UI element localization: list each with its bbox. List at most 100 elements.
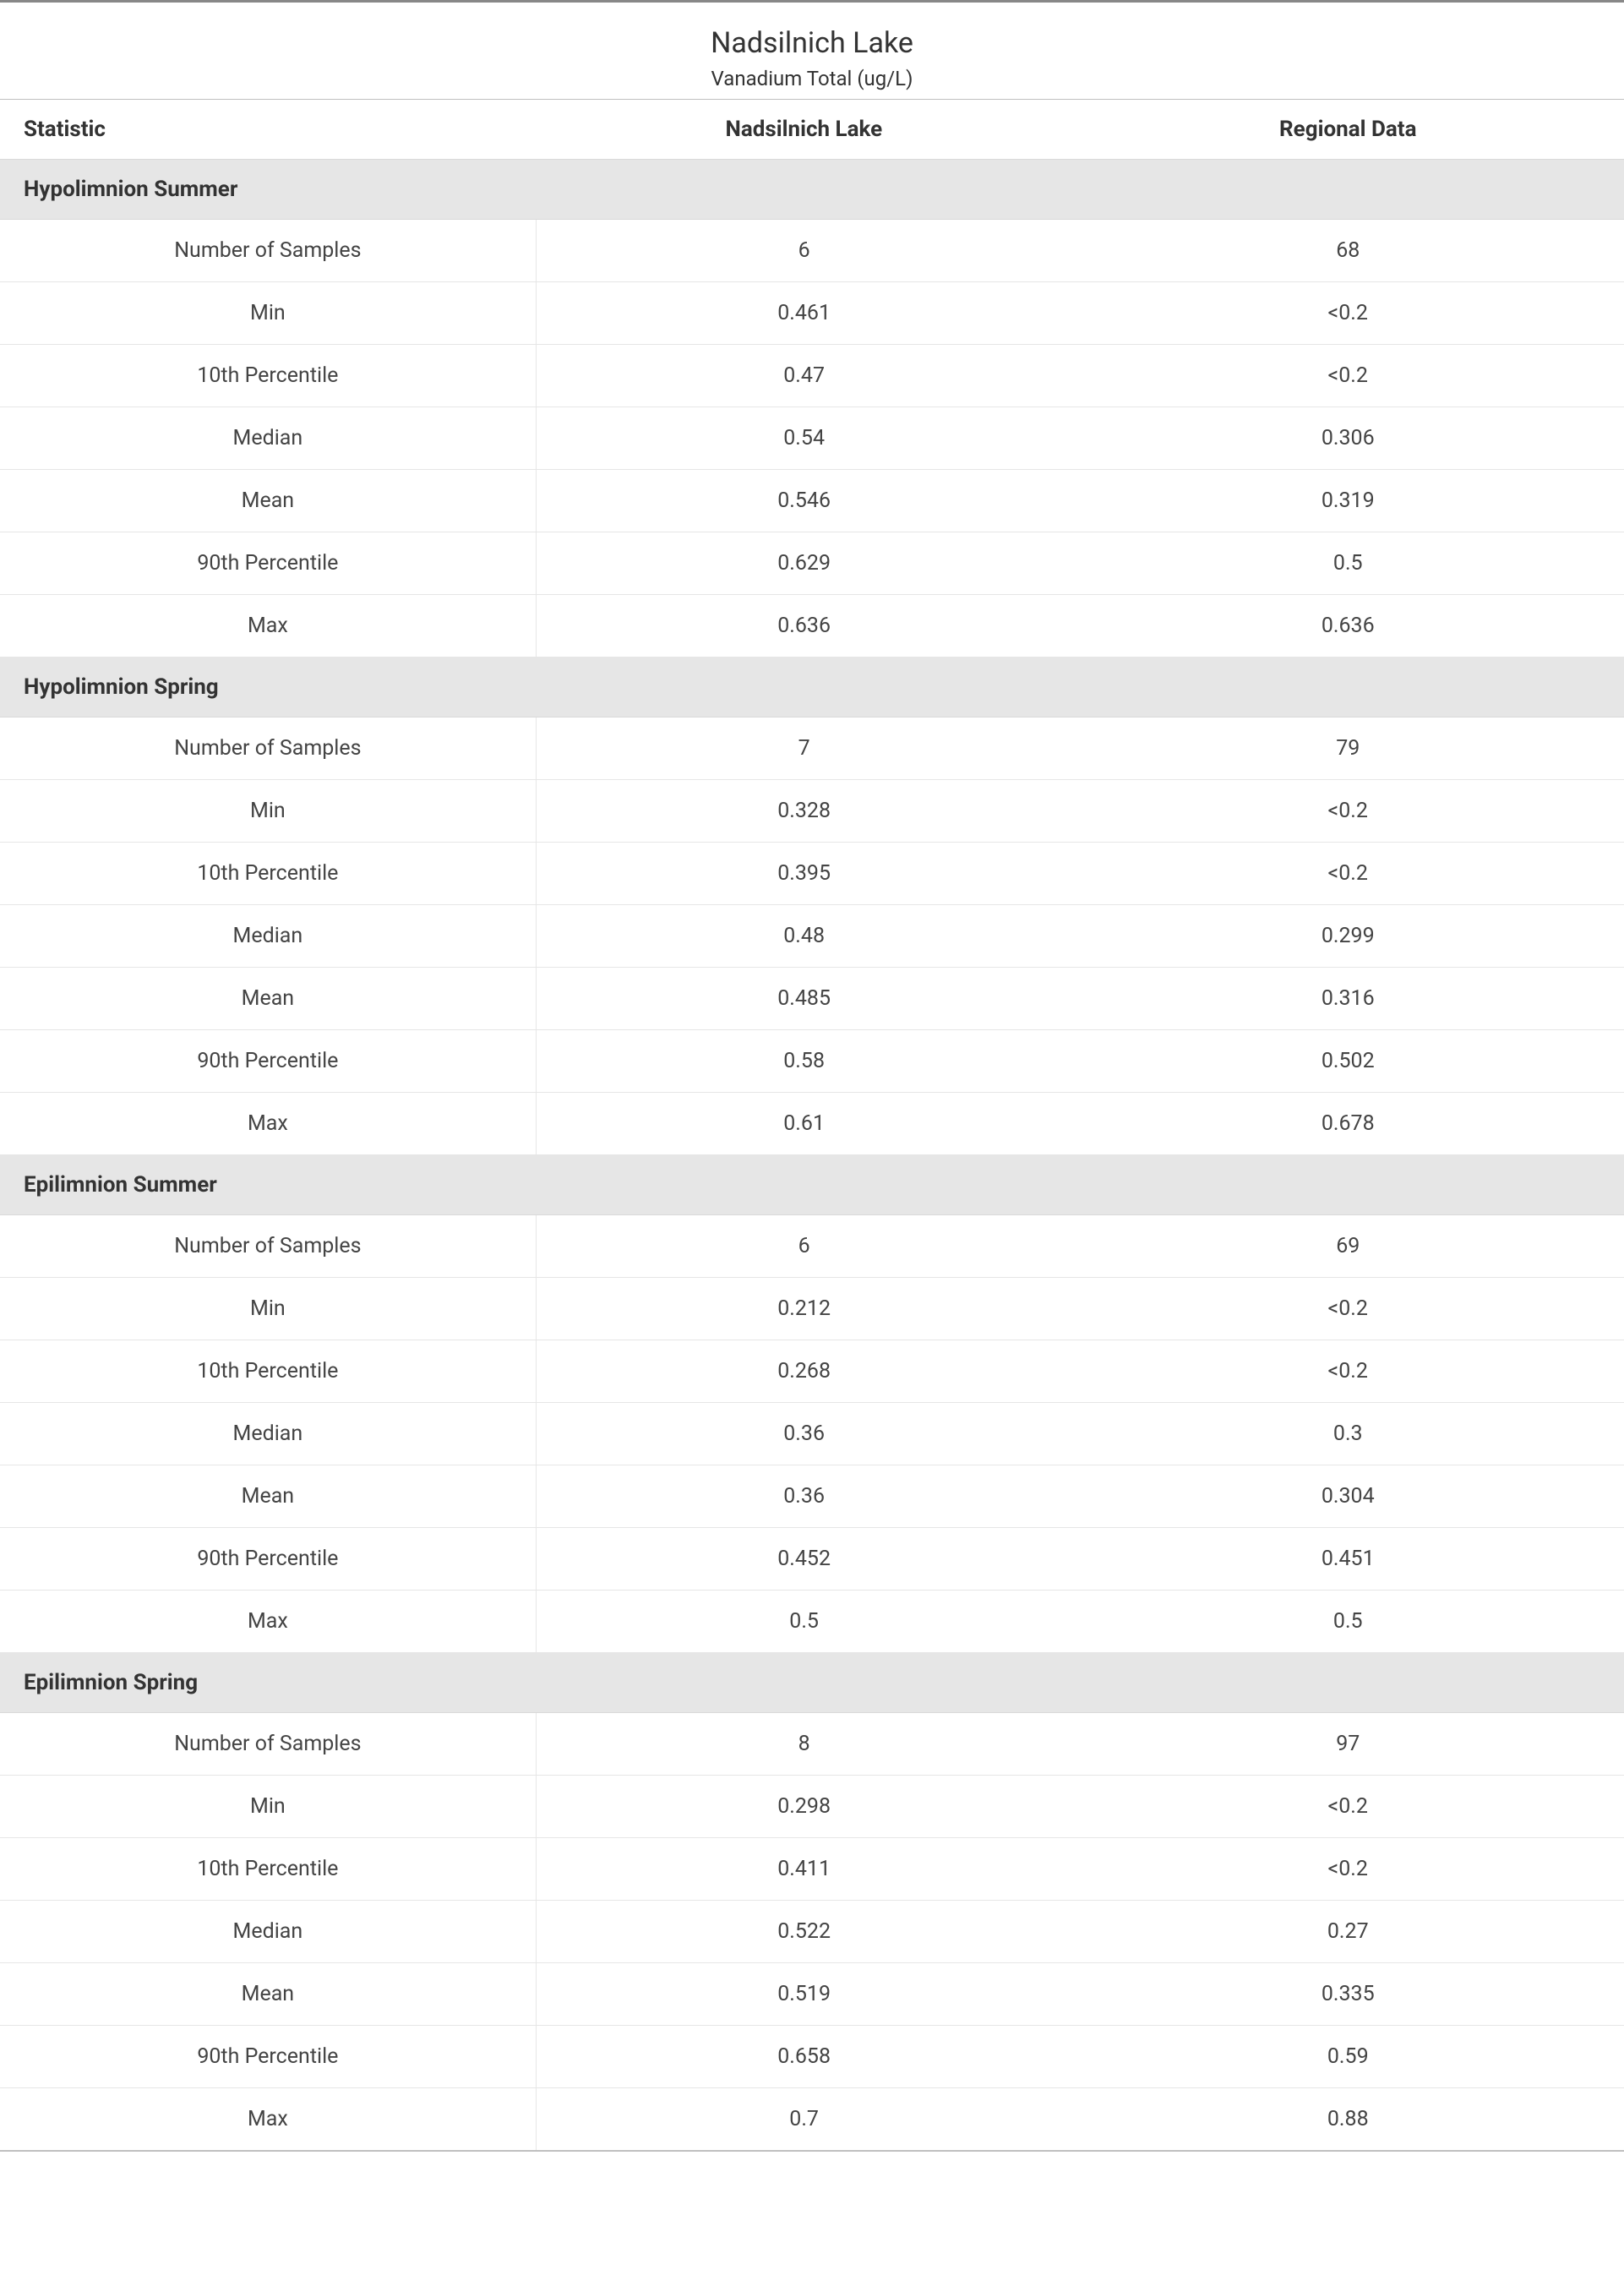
stat-name-cell: Mean <box>0 968 536 1030</box>
table-row: 10th Percentile0.268<0.2 <box>0 1340 1624 1403</box>
section-label: Hypolimnion Spring <box>0 658 1624 718</box>
table-row: Number of Samples779 <box>0 718 1624 780</box>
stat-name-cell: 90th Percentile <box>0 2026 536 2088</box>
col-header-region: Regional Data <box>1072 100 1624 160</box>
table-row: 90th Percentile0.4520.451 <box>0 1528 1624 1591</box>
table-row: 10th Percentile0.395<0.2 <box>0 843 1624 905</box>
stat-name-cell: Mean <box>0 1465 536 1528</box>
title-block: Nadsilnich Lake Vanadium Total (ug/L) <box>0 3 1624 99</box>
stat-name-cell: 10th Percentile <box>0 1340 536 1403</box>
lake-value-cell: 8 <box>536 1713 1071 1776</box>
stat-name-cell: 10th Percentile <box>0 345 536 407</box>
stat-name-cell: 10th Percentile <box>0 1838 536 1901</box>
region-value-cell: <0.2 <box>1072 1278 1624 1340</box>
table-row: Mean0.4850.316 <box>0 968 1624 1030</box>
header-row: Statistic Nadsilnich Lake Regional Data <box>0 100 1624 160</box>
table-row: Median0.360.3 <box>0 1403 1624 1465</box>
stat-name-cell: Min <box>0 1776 536 1838</box>
region-value-cell: <0.2 <box>1072 282 1624 345</box>
lake-value-cell: 0.546 <box>536 470 1071 532</box>
table-row: Max0.6360.636 <box>0 595 1624 658</box>
lake-value-cell: 0.5 <box>536 1591 1071 1653</box>
lake-value-cell: 0.268 <box>536 1340 1071 1403</box>
table-row: Mean0.5190.335 <box>0 1963 1624 2026</box>
lake-value-cell: 0.61 <box>536 1093 1071 1155</box>
stat-name-cell: Min <box>0 282 536 345</box>
section-label: Epilimnion Summer <box>0 1155 1624 1215</box>
region-value-cell: 0.636 <box>1072 595 1624 658</box>
stat-name-cell: Max <box>0 1093 536 1155</box>
region-value-cell: 0.88 <box>1072 2088 1624 2152</box>
region-value-cell: <0.2 <box>1072 345 1624 407</box>
col-header-lake: Nadsilnich Lake <box>536 100 1071 160</box>
lake-value-cell: 0.461 <box>536 282 1071 345</box>
data-table: Statistic Nadsilnich Lake Regional Data … <box>0 99 1624 2152</box>
stat-name-cell: Number of Samples <box>0 718 536 780</box>
region-value-cell: <0.2 <box>1072 1838 1624 1901</box>
table-row: Median0.480.299 <box>0 905 1624 968</box>
region-value-cell: 0.451 <box>1072 1528 1624 1591</box>
lake-value-cell: 0.636 <box>536 595 1071 658</box>
table-row: Min0.328<0.2 <box>0 780 1624 843</box>
lake-value-cell: 0.54 <box>536 407 1071 470</box>
table-row: Min0.212<0.2 <box>0 1278 1624 1340</box>
region-value-cell: <0.2 <box>1072 1340 1624 1403</box>
table-row: Number of Samples897 <box>0 1713 1624 1776</box>
stat-name-cell: Mean <box>0 470 536 532</box>
region-value-cell: 0.335 <box>1072 1963 1624 2026</box>
table-row: Min0.461<0.2 <box>0 282 1624 345</box>
lake-value-cell: 0.519 <box>536 1963 1071 2026</box>
table-row: Min0.298<0.2 <box>0 1776 1624 1838</box>
lake-value-cell: 0.298 <box>536 1776 1071 1838</box>
stat-name-cell: Median <box>0 407 536 470</box>
region-value-cell: <0.2 <box>1072 1776 1624 1838</box>
lake-value-cell: 0.58 <box>536 1030 1071 1093</box>
table-row: 10th Percentile0.47<0.2 <box>0 345 1624 407</box>
lake-value-cell: 0.411 <box>536 1838 1071 1901</box>
lake-value-cell: 0.522 <box>536 1901 1071 1963</box>
lake-value-cell: 6 <box>536 1215 1071 1278</box>
stat-name-cell: 90th Percentile <box>0 1528 536 1591</box>
stat-name-cell: Median <box>0 1901 536 1963</box>
table-row: Median0.540.306 <box>0 407 1624 470</box>
stat-name-cell: Mean <box>0 1963 536 2026</box>
table-row: 90th Percentile0.6580.59 <box>0 2026 1624 2088</box>
stat-name-cell: Min <box>0 1278 536 1340</box>
section-header: Epilimnion Summer <box>0 1155 1624 1215</box>
stat-name-cell: Max <box>0 1591 536 1653</box>
stat-name-cell: Number of Samples <box>0 220 536 282</box>
stat-name-cell: Number of Samples <box>0 1215 536 1278</box>
section-label: Hypolimnion Summer <box>0 160 1624 220</box>
region-value-cell: <0.2 <box>1072 780 1624 843</box>
region-value-cell: 0.27 <box>1072 1901 1624 1963</box>
table-row: Median0.5220.27 <box>0 1901 1624 1963</box>
region-value-cell: 0.304 <box>1072 1465 1624 1528</box>
report-container: Nadsilnich Lake Vanadium Total (ug/L) St… <box>0 0 1624 2152</box>
lake-value-cell: 6 <box>536 220 1071 282</box>
region-value-cell: 0.316 <box>1072 968 1624 1030</box>
lake-value-cell: 0.212 <box>536 1278 1071 1340</box>
table-body: Hypolimnion SummerNumber of Samples668Mi… <box>0 160 1624 2152</box>
lake-value-cell: 0.452 <box>536 1528 1071 1591</box>
lake-value-cell: 0.36 <box>536 1403 1071 1465</box>
region-value-cell: 0.59 <box>1072 2026 1624 2088</box>
lake-value-cell: 0.328 <box>536 780 1071 843</box>
lake-value-cell: 0.36 <box>536 1465 1071 1528</box>
stat-name-cell: Min <box>0 780 536 843</box>
lake-value-cell: 0.395 <box>536 843 1071 905</box>
region-value-cell: 0.306 <box>1072 407 1624 470</box>
lake-value-cell: 0.658 <box>536 2026 1071 2088</box>
region-value-cell: 0.299 <box>1072 905 1624 968</box>
region-value-cell: 0.678 <box>1072 1093 1624 1155</box>
lake-value-cell: 0.485 <box>536 968 1071 1030</box>
table-row: 90th Percentile0.6290.5 <box>0 532 1624 595</box>
region-value-cell: 0.5 <box>1072 1591 1624 1653</box>
report-subtitle: Vanadium Total (ug/L) <box>0 67 1624 90</box>
table-row: Max0.610.678 <box>0 1093 1624 1155</box>
table-row: Number of Samples668 <box>0 220 1624 282</box>
col-header-statistic: Statistic <box>0 100 536 160</box>
lake-value-cell: 0.47 <box>536 345 1071 407</box>
region-value-cell: <0.2 <box>1072 843 1624 905</box>
lake-value-cell: 7 <box>536 718 1071 780</box>
lake-value-cell: 0.48 <box>536 905 1071 968</box>
